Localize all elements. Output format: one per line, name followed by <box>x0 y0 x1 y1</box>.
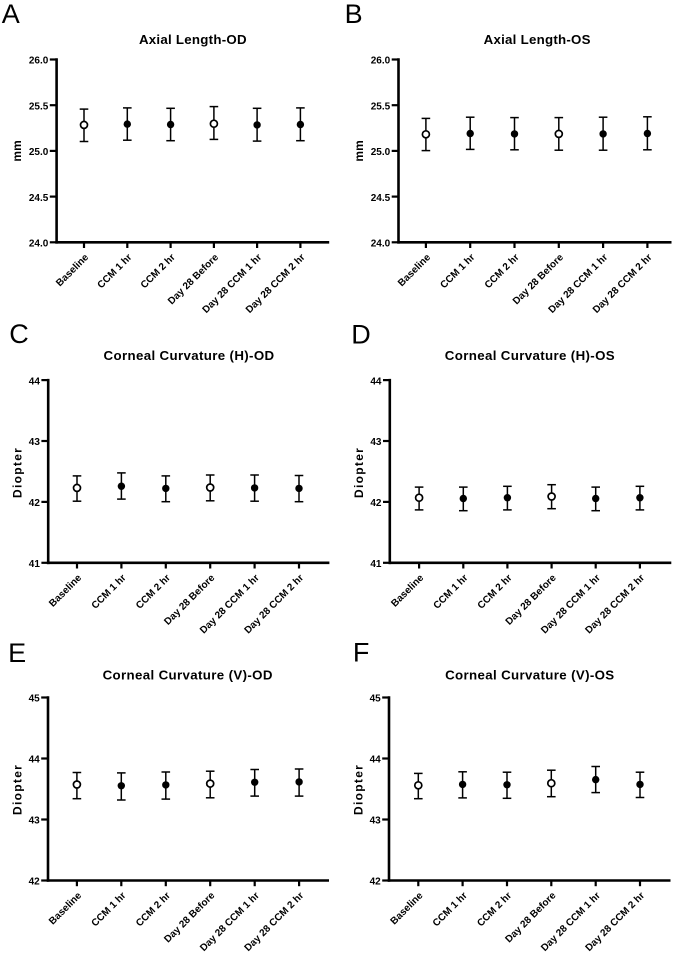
svg-text:mm: mm <box>10 140 24 161</box>
svg-text:Corneal Curvature (H)-OS: Corneal Curvature (H)-OS <box>445 348 615 363</box>
svg-text:Diopter: Diopter <box>352 447 366 498</box>
svg-text:B: B <box>345 0 363 29</box>
svg-text:25.0: 25.0 <box>29 147 49 158</box>
svg-text:Axial Length-OS: Axial Length-OS <box>484 32 591 47</box>
svg-text:Diopter: Diopter <box>11 447 25 498</box>
svg-text:24.0: 24.0 <box>29 239 49 250</box>
svg-text:44: 44 <box>29 755 41 766</box>
svg-text:Corneal Curvature (V)-OD: Corneal Curvature (V)-OD <box>103 667 273 682</box>
svg-text:25.0: 25.0 <box>371 147 391 158</box>
svg-text:41: 41 <box>370 559 382 570</box>
svg-text:43: 43 <box>29 816 41 827</box>
svg-text:26.0: 26.0 <box>29 56 49 67</box>
svg-text:44: 44 <box>370 755 382 766</box>
svg-text:Diopter: Diopter <box>10 764 24 815</box>
svg-text:Corneal Curvature (H)-OD: Corneal Curvature (H)-OD <box>104 348 275 363</box>
svg-text:Diopter: Diopter <box>351 764 365 815</box>
svg-text:41: 41 <box>29 559 41 570</box>
svg-text:43: 43 <box>370 437 382 448</box>
svg-text:C: C <box>9 319 29 349</box>
svg-text:F: F <box>353 638 370 668</box>
svg-text:A: A <box>2 0 20 29</box>
svg-text:mm: mm <box>352 140 366 161</box>
svg-text:24.0: 24.0 <box>371 239 391 250</box>
svg-text:44: 44 <box>29 376 41 387</box>
svg-text:43: 43 <box>29 437 41 448</box>
svg-text:45: 45 <box>29 694 41 705</box>
svg-text:45: 45 <box>370 694 382 705</box>
svg-text:D: D <box>351 319 371 349</box>
svg-text:25.5: 25.5 <box>371 101 391 112</box>
svg-text:E: E <box>8 638 26 668</box>
svg-text:Axial Length-OD: Axial Length-OD <box>139 32 247 47</box>
svg-text:44: 44 <box>370 376 382 387</box>
svg-text:42: 42 <box>370 877 382 888</box>
svg-text:43: 43 <box>370 816 382 827</box>
svg-text:24.5: 24.5 <box>371 193 391 204</box>
svg-text:42: 42 <box>29 498 41 509</box>
svg-text:Corneal Curvature (V)-OS: Corneal Curvature (V)-OS <box>445 667 614 682</box>
svg-text:42: 42 <box>29 877 41 888</box>
svg-text:25.5: 25.5 <box>29 101 49 112</box>
svg-text:24.5: 24.5 <box>29 193 49 204</box>
svg-text:26.0: 26.0 <box>371 56 391 67</box>
svg-text:42: 42 <box>370 498 382 509</box>
